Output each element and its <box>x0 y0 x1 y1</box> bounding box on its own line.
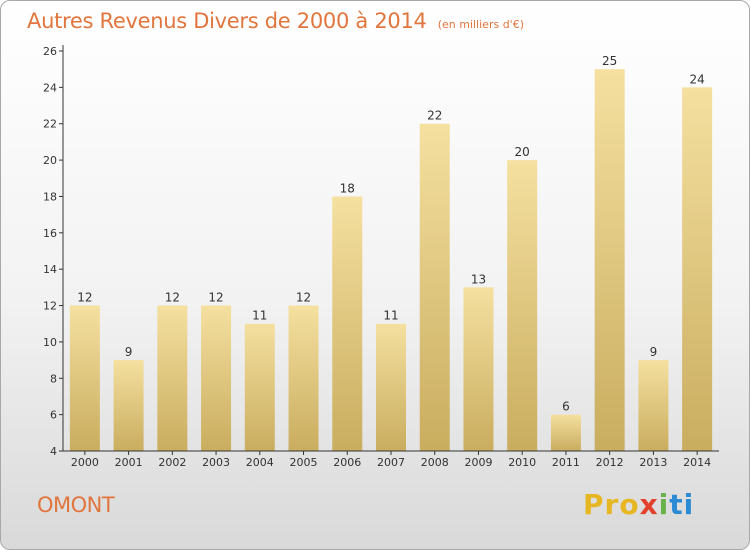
y-tick-label-6: 6 <box>50 409 57 422</box>
title-text: Autres Revenus Divers de 2000 à 2014 <box>27 9 427 33</box>
data-label-2008: 22 <box>427 109 442 123</box>
data-label-2007: 11 <box>383 309 398 323</box>
brand-part-4: ti <box>669 488 695 521</box>
x-tick-label-2014: 2014 <box>683 456 711 469</box>
x-tick-label-2008: 2008 <box>421 456 449 469</box>
data-label-2006: 18 <box>340 181 355 195</box>
axes-group: 2000 2001 2002 2003 2004 2005 2006 2007 2008 2009… <box>43 45 719 469</box>
y-tick-label-18: 18 <box>43 190 57 203</box>
x-tick-label-2010: 2010 <box>508 456 536 469</box>
bar-2012 <box>594 69 625 451</box>
x-tick-label-2007: 2007 <box>377 456 405 469</box>
bar-2005 <box>288 305 319 451</box>
bar-2010 <box>507 160 538 451</box>
y-tick-label-22: 22 <box>43 118 57 131</box>
x-tick-label-2006: 2006 <box>333 456 361 469</box>
data-label-2010: 20 <box>515 145 530 159</box>
y-tick-label-4: 4 <box>50 445 57 458</box>
bar-2002 <box>157 305 188 451</box>
title-unit: (en milliers d'€) <box>437 18 524 31</box>
x-tick-label-2005: 2005 <box>290 456 318 469</box>
data-label-2002: 12 <box>165 291 180 305</box>
x-tick-label-2000: 2000 <box>71 456 99 469</box>
bar-2004 <box>244 323 275 451</box>
chart-title: Autres Revenus Divers de 2000 à 2014 (en… <box>27 9 524 33</box>
bar-2001 <box>113 360 144 451</box>
data-label-2003: 12 <box>208 291 223 305</box>
brand-part-2: x <box>639 488 659 521</box>
bar-2014 <box>682 87 713 451</box>
bar-2013 <box>638 360 669 451</box>
data-label-2009: 13 <box>471 272 486 286</box>
bar-2003 <box>201 305 232 451</box>
x-tick-label-2009: 2009 <box>464 456 492 469</box>
x-tick-label-2013: 2013 <box>639 456 667 469</box>
y-tick-label-20: 20 <box>43 154 57 167</box>
data-label-2012: 25 <box>602 54 617 68</box>
y-tick-label-8: 8 <box>50 372 57 385</box>
bar-2007 <box>376 323 406 451</box>
x-tick-label-2003: 2003 <box>202 456 230 469</box>
data-label-2001: 9 <box>125 345 133 359</box>
y-tick-label-26: 26 <box>43 45 57 58</box>
bars-group: 12 9 12 12 11 12 18 11 22 13 20 6 25 9 24 <box>69 54 713 452</box>
x-tick-label-2004: 2004 <box>246 456 274 469</box>
y-tick-label-10: 10 <box>43 336 57 349</box>
data-label-2014: 24 <box>689 72 704 86</box>
y-tick-label-14: 14 <box>43 263 57 276</box>
y-tick-label-12: 12 <box>43 300 57 313</box>
x-tick-label-2002: 2002 <box>158 456 186 469</box>
y-tick-label-24: 24 <box>43 81 57 94</box>
x-tick-label-2012: 2012 <box>596 456 624 469</box>
data-label-2013: 9 <box>650 345 658 359</box>
bar-2000 <box>69 305 100 451</box>
bar-2011 <box>550 414 581 451</box>
data-label-2000: 12 <box>77 291 92 305</box>
brand-part-3: i <box>658 488 670 521</box>
data-label-2005: 12 <box>296 291 311 305</box>
bar-2008 <box>419 123 450 452</box>
y-tick-label-16: 16 <box>43 227 57 240</box>
x-tick-label-2001: 2001 <box>115 456 143 469</box>
bar-2009 <box>463 287 494 451</box>
commune-name: OMONT <box>37 493 115 517</box>
brand-part-1: Pro <box>583 488 640 521</box>
x-tick-label-2011: 2011 <box>552 456 580 469</box>
data-label-2011: 6 <box>562 400 570 414</box>
data-label-2004: 11 <box>252 309 267 323</box>
bar-2006 <box>332 196 363 451</box>
brand-logo: Proxiti <box>583 488 694 521</box>
